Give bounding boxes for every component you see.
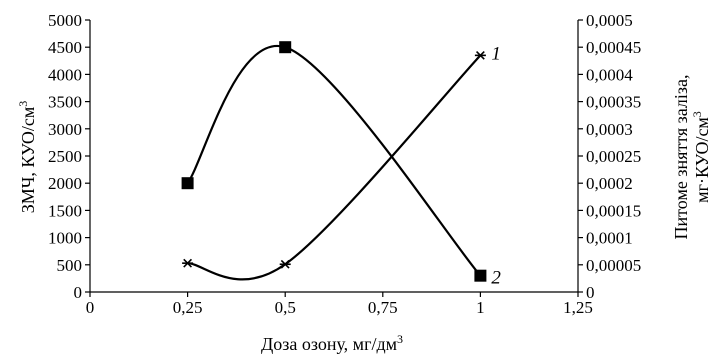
series: 12 xyxy=(181,41,501,289)
y-axis-left-title-sup: 3 xyxy=(16,101,30,107)
series-label-1: 1 xyxy=(491,43,501,64)
series-2-marker xyxy=(181,177,194,190)
x-axis-title: Доза озону, мг/дм3 xyxy=(261,332,403,354)
y-right-tick-label: 0,00015 xyxy=(586,201,641,220)
series-1-marker xyxy=(279,259,291,269)
y-right-tick-label: 0,00005 xyxy=(586,256,641,275)
y-left-tick-label: 2000 xyxy=(48,174,82,193)
y-right-tick-label: 0,0001 xyxy=(586,229,633,248)
y-left-tick-label: 3000 xyxy=(48,120,82,139)
axis-titles: Доза озону, мг/дм3 ЗМЧ, КУО/см3 Питоме з… xyxy=(16,75,712,354)
y-left-tick-label: 1000 xyxy=(48,229,82,248)
y-right-tick-label: 0,00025 xyxy=(586,147,641,166)
y-right-tick-label: 0 xyxy=(586,283,595,302)
series-label-2: 2 xyxy=(491,268,501,289)
y-left-tick-label: 1500 xyxy=(48,201,82,220)
y-axis-left-title: ЗМЧ, КУО/см3 xyxy=(16,101,38,214)
x-tick-label: 0 xyxy=(86,298,95,317)
series-1-marker xyxy=(182,258,194,268)
x-tick-label: 1,25 xyxy=(563,298,593,317)
series-2-marker xyxy=(474,269,487,282)
y-axis-right-title-sup: 3 xyxy=(690,111,704,117)
x-axis-title-sup: 3 xyxy=(397,332,403,346)
y-right-tick-label: 0,0003 xyxy=(586,120,633,139)
y-left-tick-label: 5000 xyxy=(48,11,82,30)
y-right-tick-label: 0,0005 xyxy=(586,11,633,30)
y-axis-right-title-line1: Питоме зняття заліза, xyxy=(671,75,691,240)
series-line-2 xyxy=(186,44,482,277)
series-line-1 xyxy=(187,54,482,281)
axes xyxy=(85,19,583,297)
y-right-tick-label: 0,00035 xyxy=(586,93,641,112)
y-right-tick-label: 0,0004 xyxy=(586,65,633,84)
x-tick-label: 0,75 xyxy=(368,298,398,317)
tick-labels: 0 0,25 0,5 0,75 1 1,2505001000150020002500300… xyxy=(48,11,641,317)
y-left-tick-label: 0 xyxy=(74,283,83,302)
x-tick-label: 0,5 xyxy=(275,298,296,317)
series-2-marker xyxy=(279,41,292,54)
x-tick-label: 0,25 xyxy=(173,298,203,317)
y-left-tick-label: 4500 xyxy=(48,38,82,57)
y-right-tick-label: 0,0002 xyxy=(586,174,633,193)
y-left-tick-label: 4000 xyxy=(48,65,82,84)
y-left-tick-label: 2500 xyxy=(48,147,82,166)
y-left-tick-label: 3500 xyxy=(48,93,82,112)
y-right-tick-label: 0,00045 xyxy=(586,38,641,57)
y-left-tick-label: 500 xyxy=(57,256,83,275)
series-1-marker xyxy=(474,50,486,60)
y-axis-right-title-line2: мг·КУО/см3 xyxy=(690,111,712,203)
x-tick-label: 1 xyxy=(476,298,485,317)
